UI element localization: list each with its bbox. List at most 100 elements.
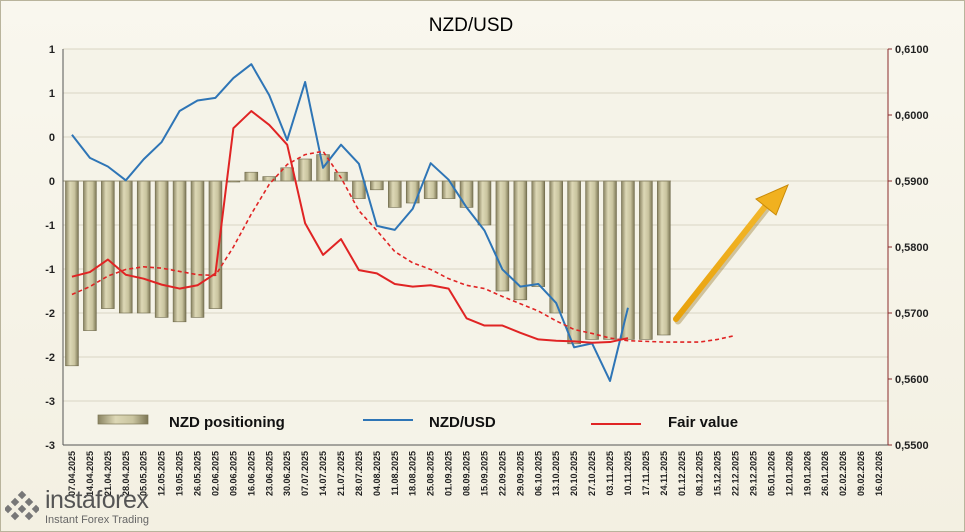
- x-tick-label: 06.10.2025: [533, 451, 543, 496]
- x-tick-label: 27.10.2025: [587, 451, 597, 496]
- bar-positioning-3: [119, 180, 133, 314]
- bar-positioning-31: [621, 180, 635, 340]
- left-axis-tick-label: 1: [49, 44, 55, 56]
- x-tick-label: 03.11.2025: [605, 451, 615, 496]
- x-tick-label: 28.04.2025: [121, 451, 131, 496]
- x-tick-label: 08.12.2025: [695, 451, 705, 496]
- right-axis-tick-label: 0,5500: [895, 440, 929, 452]
- bar-positioning-33: [657, 180, 671, 336]
- x-tick-label: 05.01.2026: [766, 451, 776, 496]
- arrow-head: [755, 184, 789, 216]
- x-tick-label: 02.06.2025: [210, 451, 220, 496]
- line-fair-value-forecast: [71, 150, 736, 343]
- x-tick-label: 11.08.2025: [390, 451, 400, 496]
- bar-positioning-4: [136, 180, 151, 314]
- bar-positioning-18: [388, 180, 402, 208]
- bar-positioning-7: [190, 180, 205, 318]
- left-axis-tick-label: -2: [45, 352, 55, 364]
- axes: 1 1 0 0 -1 -1 -2 -2 -3 -3 0,6100 0,6000 0,5900 0,5800…: [45, 44, 928, 496]
- line-fair-value: [71, 110, 629, 344]
- left-axis-tick-label: 1: [49, 88, 55, 100]
- x-tick-label: 20.10.2025: [569, 451, 579, 496]
- x-tick-label: 10.11.2025: [623, 451, 633, 496]
- x-tick-label: 16.02.2026: [874, 451, 884, 496]
- x-tick-label: 29.09.2025: [515, 451, 525, 496]
- x-tick-label: 21.07.2025: [336, 451, 346, 496]
- bar-positioning-28: [567, 180, 581, 345]
- brand-logo: instaforex Instant Forex Trading: [5, 485, 181, 529]
- x-tick-label: 09.02.2026: [856, 451, 866, 496]
- right-axis-tick-label: 0,5800: [895, 242, 929, 254]
- bar-positioning-20: [423, 180, 438, 199]
- x-tick-label: 19.05.2025: [175, 451, 185, 496]
- x-tick-label: 16.06.2025: [246, 451, 256, 496]
- x-tick-label: 15.12.2025: [713, 451, 723, 496]
- brand-tagline: Instant Forex Trading: [45, 514, 149, 526]
- x-tick-label: 22.09.2025: [497, 451, 507, 496]
- bar-positioning-10: [244, 171, 259, 182]
- line-nzd-usd: [71, 63, 629, 382]
- x-tick-label: 26.05.2025: [193, 451, 203, 496]
- x-tick-label: 01.09.2025: [444, 451, 454, 496]
- bar-positioning-5: [154, 180, 169, 318]
- bar-positioning-27: [549, 180, 563, 314]
- bar-positioning-22: [459, 180, 474, 208]
- bar-positioning-1: [83, 180, 97, 331]
- x-tick-label: 02.02.2026: [838, 451, 848, 496]
- x-tick-label: 17.11.2025: [641, 451, 651, 496]
- x-tick-label: 01.12.2025: [677, 451, 687, 496]
- left-axis-tick-label: -1: [45, 220, 55, 232]
- bar-positioning-21: [441, 180, 456, 199]
- left-axis-tick-label: 0: [49, 176, 55, 188]
- x-tick-label: 25.08.2025: [426, 451, 436, 496]
- x-tick-label: 13.10.2025: [551, 451, 561, 496]
- brand-mark-icon: [5, 490, 39, 521]
- left-axis-tick-label: -1: [45, 264, 55, 276]
- x-tick-label: 30.06.2025: [282, 451, 292, 496]
- legend-label-positioning: NZD positioning: [169, 414, 285, 431]
- bar-positioning-0: [65, 180, 79, 367]
- right-axis-tick-label: 0,5900: [895, 176, 929, 188]
- x-tick-label: 14.07.2025: [318, 451, 328, 496]
- arrow-shaft: [673, 201, 770, 322]
- left-axis-tick-label: -2: [45, 308, 55, 320]
- legend-label-nzdusd: NZD/USD: [429, 414, 496, 431]
- right-axis-tick-label: 0,5700: [895, 308, 929, 320]
- x-tick-label: 28.07.2025: [354, 451, 364, 496]
- x-tick-label: 18.08.2025: [408, 451, 418, 496]
- x-tick-label: 12.01.2026: [784, 451, 794, 496]
- bar-positioning-30: [603, 180, 617, 340]
- x-tick-label: 23.06.2025: [264, 451, 274, 496]
- left-axis-tick-label: -3: [45, 396, 55, 408]
- brand-name: instaforex: [45, 486, 149, 514]
- bar-positioning-16: [352, 180, 366, 199]
- x-tick-label: 19.01.2026: [802, 451, 812, 496]
- x-tick-label: 29.12.2025: [748, 451, 758, 496]
- bar-positioning-23: [477, 180, 492, 226]
- left-axis-tick-label: 0: [49, 132, 55, 144]
- right-axis-tick-label: 0,6000: [895, 110, 929, 122]
- x-tick-label: 21.04.2025: [103, 451, 113, 496]
- trend-arrow: [673, 184, 789, 325]
- x-tick-label: 07.07.2025: [300, 451, 310, 496]
- legend: NZD positioning NZD/USD Fair value: [97, 414, 738, 431]
- grid-lines: [63, 48, 888, 446]
- legend-label-fair-value: Fair value: [668, 414, 738, 431]
- price-lines: [71, 63, 736, 382]
- bar-positioning-13: [298, 158, 312, 182]
- x-tick-label: 05.05.2025: [139, 451, 149, 496]
- x-tick-label: 08.09.2025: [462, 451, 472, 496]
- bar-positioning-6: [172, 180, 187, 323]
- x-tick-label: 22.12.2025: [731, 451, 741, 496]
- x-tick-label: 09.06.2025: [228, 451, 238, 496]
- x-tick-label: 07.04.2025: [67, 451, 77, 496]
- legend-swatch-positioning: [97, 414, 149, 425]
- x-tick-label: 15.09.2025: [479, 451, 489, 496]
- x-tick-label: 12.05.2025: [157, 451, 167, 496]
- x-tick-label: 04.08.2025: [372, 451, 382, 496]
- x-tick-label: 24.11.2025: [659, 451, 669, 496]
- plot-area: [63, 49, 888, 445]
- x-tick-label: 26.01.2026: [820, 451, 830, 496]
- positioning-bars: [63, 154, 671, 367]
